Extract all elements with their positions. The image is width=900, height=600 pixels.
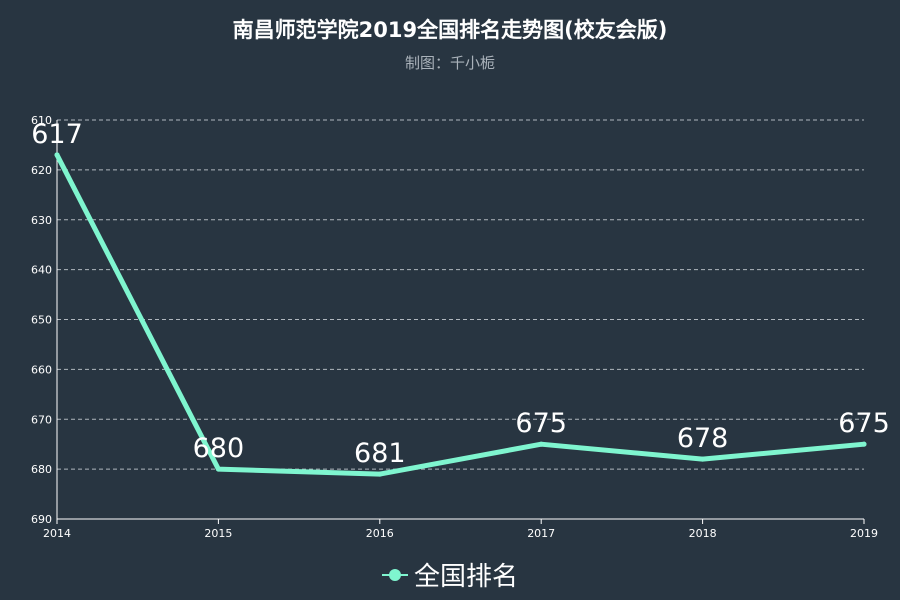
x-tick-label: 2017: [527, 527, 555, 540]
y-tick-label: 680: [31, 463, 52, 476]
legend-line-circle-icon: [381, 568, 408, 582]
y-tick-label: 690: [31, 513, 52, 526]
data-point: [861, 441, 867, 447]
x-tick-label: 2019: [850, 527, 878, 540]
y-tick-label: 670: [31, 413, 52, 426]
data-label: 675: [515, 408, 567, 439]
data-label: 678: [677, 423, 729, 454]
x-tick-label: 2014: [43, 527, 71, 540]
y-tick-label: 650: [31, 314, 52, 327]
data-point: [700, 456, 706, 462]
chart-subtitle: 制图：千小栀: [404, 54, 495, 72]
series-line: [54, 152, 867, 477]
data-label: 675: [838, 408, 890, 439]
data-label: 680: [193, 433, 245, 464]
y-tick-label: 640: [31, 264, 52, 277]
data-point: [538, 441, 544, 447]
x-tick-label: 2015: [204, 527, 232, 540]
data-label: 681: [354, 438, 406, 469]
x-tick-label: 2018: [689, 527, 717, 540]
y-tick-label: 630: [31, 214, 52, 227]
chart-title: 南昌师范学院2019全国排名走势图(校友会版): [232, 18, 668, 42]
data-point: [377, 471, 383, 477]
y-tick-label: 620: [31, 164, 52, 177]
x-tick-label: 2016: [366, 527, 394, 540]
y-tick-label: 660: [31, 363, 52, 376]
legend: 全国排名: [0, 556, 900, 593]
data-point: [54, 152, 60, 158]
y-tick-label: 610: [31, 114, 52, 127]
legend-label: 全国排名: [413, 562, 518, 592]
data-point: [215, 466, 221, 472]
data-label: 617: [31, 119, 83, 150]
legend-item-series[interactable]: 全国排名: [381, 556, 518, 593]
